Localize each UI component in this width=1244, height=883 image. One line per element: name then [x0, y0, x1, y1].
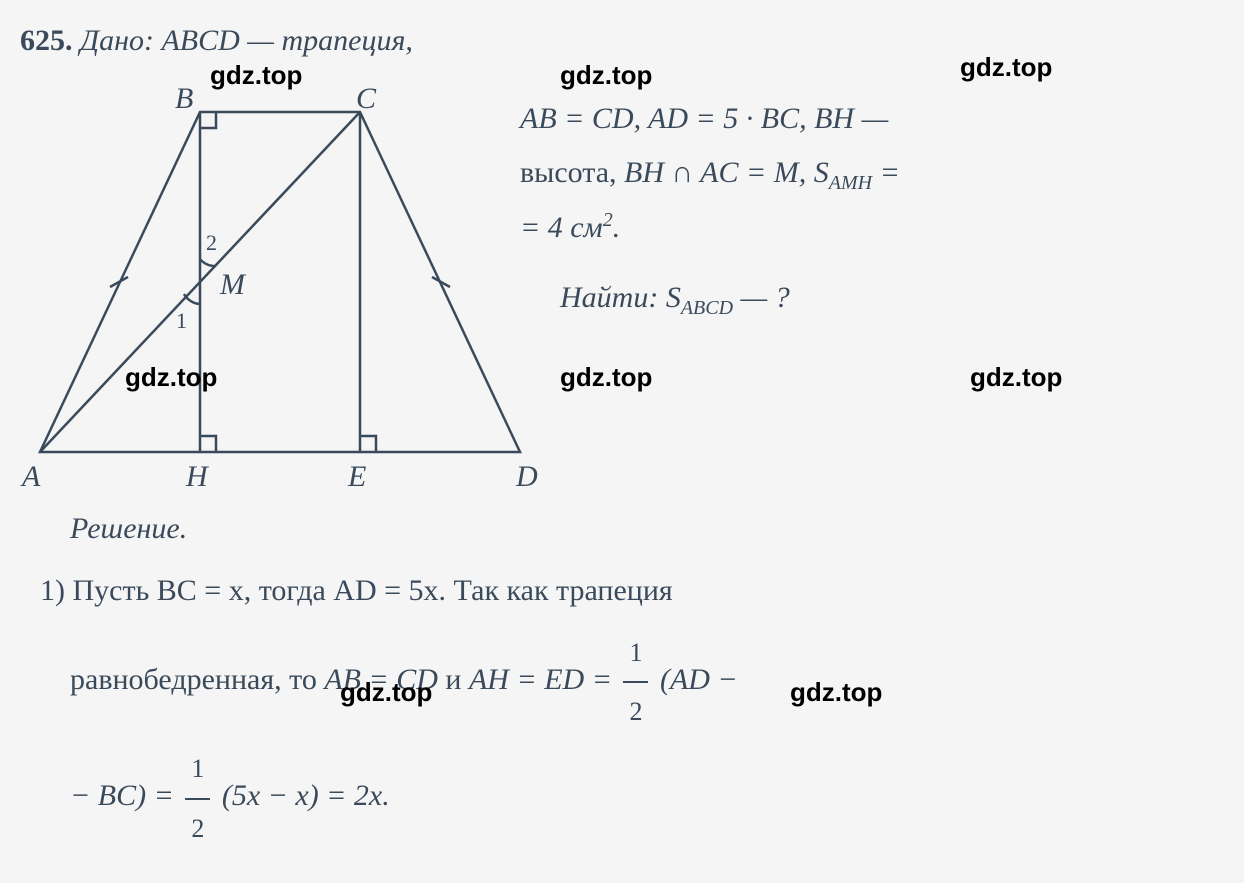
problem-number: 625. [20, 24, 73, 57]
dot: . [613, 211, 621, 244]
watermark: gdz.top [560, 60, 652, 91]
label-m: M [219, 268, 247, 301]
given-1: AB = CD, AD = 5 · BC, BH — [520, 102, 888, 135]
fraction-2: 1 2 [185, 740, 210, 856]
label-h: H [185, 460, 210, 492]
right-angle-h [200, 436, 216, 452]
sub-amh: AMH [829, 172, 872, 194]
trapezoid-diagram: A B C D H E M 1 2 [20, 62, 540, 492]
watermark: gdz.top [960, 52, 1052, 83]
den1: 2 [623, 683, 648, 740]
solution-label: Решение. [70, 512, 1220, 546]
label-angle2: 2 [206, 230, 217, 255]
watermark: gdz.top [560, 362, 652, 393]
label-a: A [20, 460, 41, 492]
watermark: gdz.top [970, 362, 1062, 393]
diagram-column: gdz.top gdz.top A B C [20, 62, 500, 492]
arc-angle1 [184, 294, 200, 304]
sol1: 1) Пусть BC = x, тогда AD = 5x. Так как … [40, 574, 673, 607]
arc-angle2 [200, 259, 216, 266]
find-sub: ABCD [681, 297, 733, 319]
top-section: gdz.top gdz.top A B C [20, 62, 1220, 492]
given-main: ABCD — трапеция, [161, 24, 412, 57]
given-column: gdz.top gdz.top gdz.top AB = CD, AD = 5 … [500, 62, 1220, 326]
num2: 1 [185, 740, 210, 799]
num1: 1 [623, 624, 648, 683]
given-line1: AB = CD, AD = 5 · BC, BH — [520, 92, 1220, 146]
watermark: gdz.top [210, 60, 302, 91]
label-d: D [515, 460, 538, 492]
fraction-1: 1 2 [623, 624, 648, 740]
solution-line1: 1) Пусть BC = x, тогда AD = 5x. Так как … [40, 558, 1220, 624]
given-line3: = 4 см2. [520, 201, 1220, 255]
den2: 2 [185, 800, 210, 857]
eq: = [872, 156, 900, 189]
given-line2: высота, BH ∩ AC = M, SAMH = [520, 146, 1220, 201]
find-end: — ? [733, 281, 790, 314]
solution-line3: − BC) = 1 2 (5x − x) = 2x. [70, 740, 1220, 856]
solution-line2: gdz.top gdz.top равнобедренная, то AB = … [70, 624, 1220, 740]
watermark: gdz.top [340, 664, 432, 721]
watermark: gdz.top [790, 664, 882, 721]
given-3: = 4 см [520, 211, 603, 244]
watermark: gdz.top [125, 362, 217, 393]
label-b: B [175, 82, 193, 115]
right-angle-e [360, 436, 376, 452]
trapezoid-abcd [40, 112, 520, 452]
given-label: Дано: [80, 24, 154, 57]
find-label: Найти: S [560, 281, 681, 314]
right-angle-b [200, 112, 216, 128]
find-line: Найти: SABCD — ? [560, 271, 1220, 326]
sup-2: 2 [603, 209, 613, 231]
label-c: C [356, 82, 377, 115]
label-e: E [347, 460, 366, 492]
label-angle1: 1 [176, 308, 187, 333]
